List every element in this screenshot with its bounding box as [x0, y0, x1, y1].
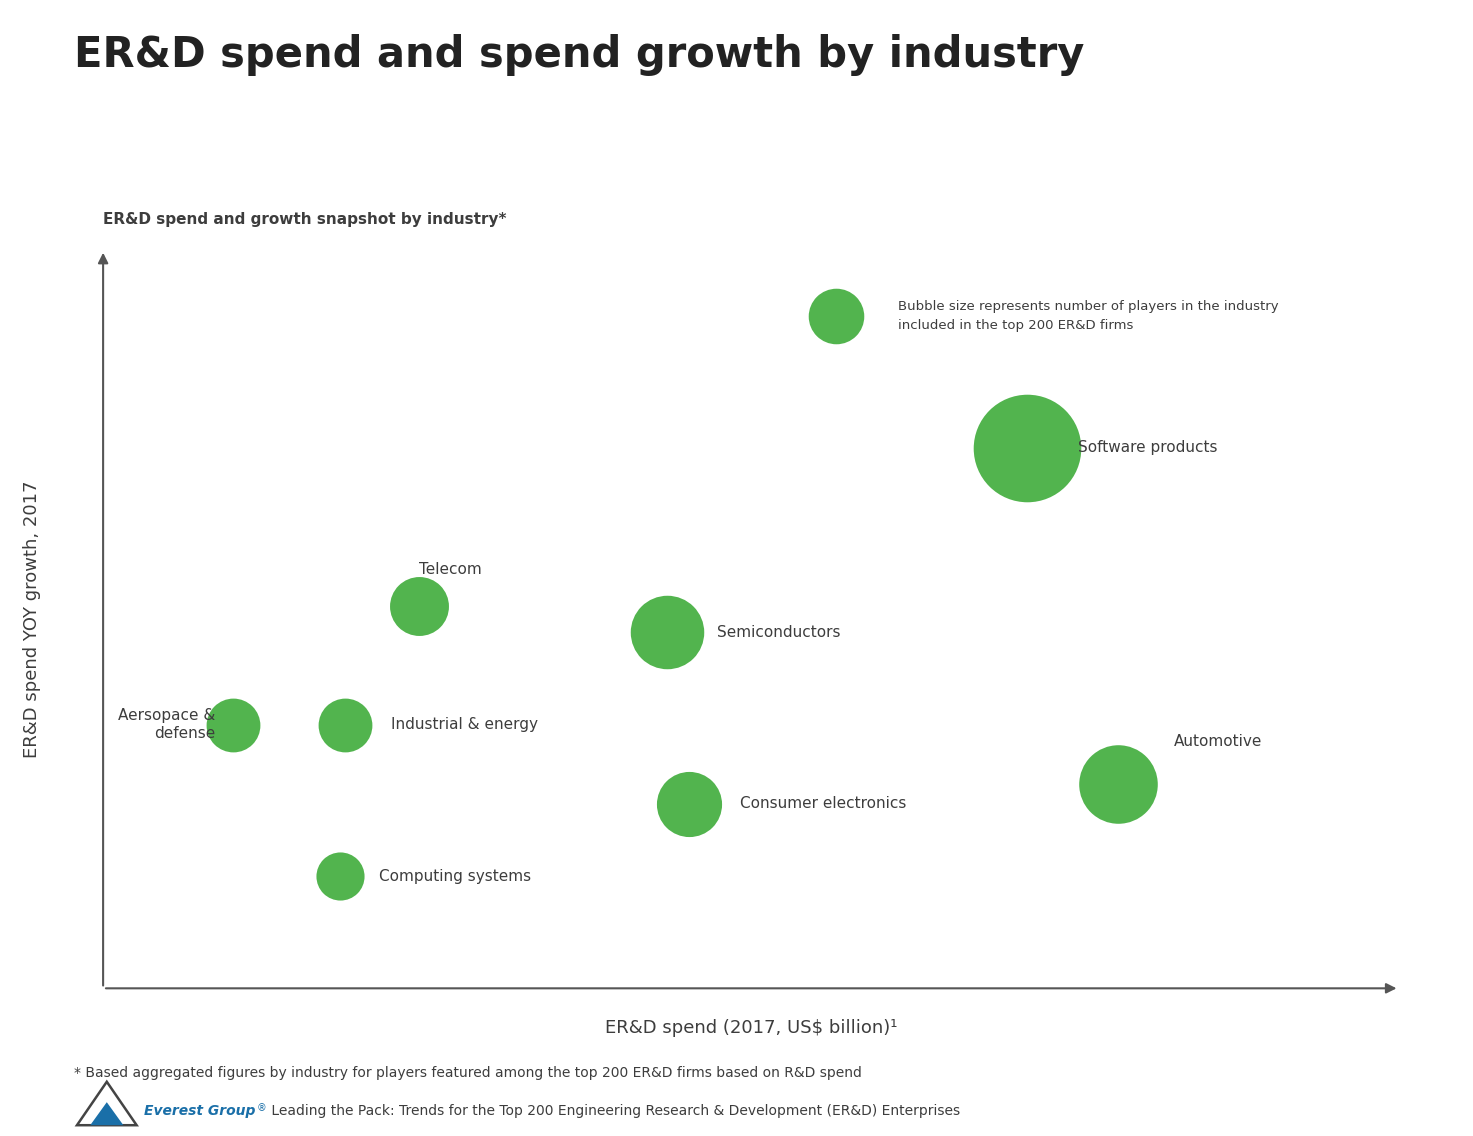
- Text: Aersopace &
defense: Aersopace & defense: [118, 709, 217, 741]
- Text: Leading the Pack: Trends for the Top 200 Engineering Research & Development (ER&: Leading the Pack: Trends for the Top 200…: [267, 1104, 960, 1118]
- Point: [407, 596, 430, 615]
- Text: * Based aggregated figures by industry for players featured among the top 200 ER: * Based aggregated figures by industry f…: [74, 1066, 862, 1079]
- Text: Consumer electronics: Consumer electronics: [739, 796, 906, 811]
- Text: ER&D spend and spend growth by industry: ER&D spend and spend growth by industry: [74, 34, 1084, 76]
- Text: Telecom: Telecom: [418, 562, 482, 577]
- Text: ER&D spend and growth snapshot by industry*: ER&D spend and growth snapshot by indust…: [103, 212, 507, 227]
- Text: Industrial & energy: Industrial & energy: [390, 717, 538, 732]
- Polygon shape: [90, 1102, 124, 1125]
- Text: Automotive: Automotive: [1174, 734, 1262, 749]
- Point: [1015, 438, 1038, 457]
- Text: Computing systems: Computing systems: [379, 869, 532, 884]
- Text: Bubble size represents number of players in the industry
included in the top 200: Bubble size represents number of players…: [897, 300, 1279, 332]
- Text: Semiconductors: Semiconductors: [717, 625, 841, 640]
- Text: Everest Group: Everest Group: [144, 1104, 256, 1118]
- Point: [823, 307, 847, 325]
- Point: [221, 716, 245, 734]
- Point: [328, 867, 352, 885]
- Point: [655, 624, 679, 642]
- Point: [1106, 775, 1130, 793]
- Point: [678, 795, 701, 813]
- Text: Software products: Software products: [1078, 441, 1218, 456]
- Point: [334, 716, 358, 734]
- Text: ER&D spend (2017, US$ billion)¹: ER&D spend (2017, US$ billion)¹: [605, 1019, 897, 1037]
- Text: ®: ®: [256, 1103, 267, 1112]
- Text: ER&D spend YOY growth, 2017: ER&D spend YOY growth, 2017: [24, 481, 41, 758]
